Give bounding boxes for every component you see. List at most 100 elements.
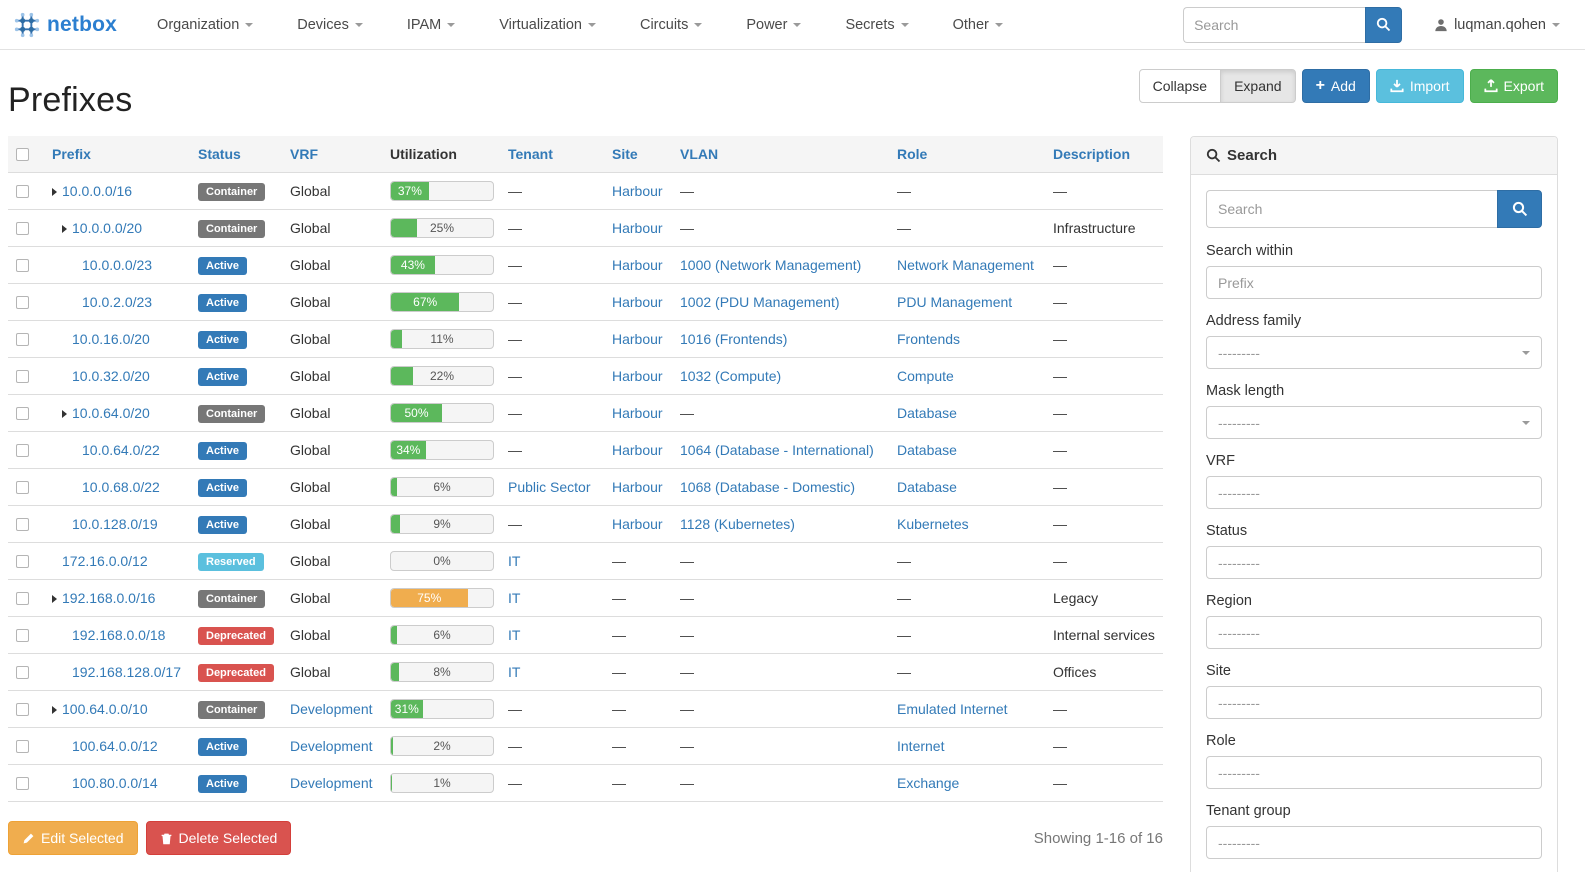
- prefix-link[interactable]: 10.0.128.0/19: [72, 516, 158, 532]
- role-link[interactable]: Internet: [897, 738, 945, 754]
- prefix-link[interactable]: 10.0.0.0/23: [82, 257, 153, 273]
- site-link[interactable]: Harbour: [612, 479, 663, 495]
- column-header-status[interactable]: Status: [190, 136, 282, 173]
- site-link[interactable]: Harbour: [612, 405, 663, 421]
- prefix-link[interactable]: 10.0.68.0/22: [82, 479, 160, 495]
- row-checkbox[interactable]: [16, 443, 29, 457]
- vlan-link[interactable]: 1064 (Database - International): [680, 442, 874, 458]
- row-checkbox[interactable]: [16, 517, 29, 531]
- prefix-link[interactable]: 10.0.0.0/20: [72, 220, 143, 236]
- row-checkbox[interactable]: [16, 369, 29, 383]
- role-link[interactable]: Network Management: [897, 257, 1034, 273]
- filter-mask-length-select[interactable]: ---------: [1206, 406, 1542, 439]
- prefix-link[interactable]: 10.0.0.0/16: [62, 183, 133, 199]
- row-checkbox[interactable]: [16, 702, 29, 716]
- role-link[interactable]: Kubernetes: [897, 516, 969, 532]
- export-button[interactable]: Export: [1469, 69, 1558, 103]
- filter-tenant-group-select[interactable]: ---------: [1206, 826, 1542, 859]
- row-checkbox[interactable]: [16, 665, 29, 679]
- role-link[interactable]: Exchange: [897, 775, 960, 791]
- delete-selected-button[interactable]: Delete Selected: [145, 821, 292, 855]
- filter-vrf-select[interactable]: ---------: [1206, 476, 1542, 509]
- site-link[interactable]: Harbour: [612, 294, 663, 310]
- prefix-link[interactable]: 192.168.0.0/16: [62, 590, 156, 606]
- nav-item-ipam[interactable]: IPAM: [407, 17, 456, 33]
- column-header-vrf[interactable]: VRF: [282, 136, 382, 173]
- site-link[interactable]: Harbour: [612, 331, 663, 347]
- site-link[interactable]: Harbour: [612, 257, 663, 273]
- user-menu[interactable]: luqman.qohen: [1434, 17, 1560, 33]
- prefix-link[interactable]: 10.0.16.0/20: [72, 331, 150, 347]
- row-checkbox[interactable]: [16, 554, 29, 568]
- filter-site-select[interactable]: ---------: [1206, 686, 1542, 719]
- filter-address-family-select[interactable]: ---------: [1206, 336, 1542, 369]
- filter-search-within-input[interactable]: [1206, 266, 1542, 299]
- tenant-link[interactable]: Public Sector: [508, 479, 591, 495]
- netbox-logo[interactable]: netbox: [14, 12, 117, 38]
- prefix-link[interactable]: 192.168.128.0/17: [72, 664, 181, 680]
- tenant-link[interactable]: IT: [508, 664, 521, 680]
- site-link[interactable]: Harbour: [612, 516, 663, 532]
- prefix-link[interactable]: 10.0.64.0/20: [72, 405, 150, 421]
- row-checkbox[interactable]: [16, 221, 29, 235]
- row-checkbox[interactable]: [16, 184, 29, 198]
- role-link[interactable]: Database: [897, 479, 957, 495]
- column-header-description[interactable]: Description: [1045, 136, 1163, 173]
- vrf-link[interactable]: Development: [290, 738, 373, 754]
- prefix-link[interactable]: 10.0.32.0/20: [72, 368, 150, 384]
- vlan-link[interactable]: 1000 (Network Management): [680, 257, 862, 273]
- column-header-vlan[interactable]: VLAN: [672, 136, 889, 173]
- vrf-link[interactable]: Development: [290, 775, 373, 791]
- nav-item-power[interactable]: Power: [746, 17, 802, 33]
- prefix-link[interactable]: 100.64.0.0/10: [62, 701, 148, 717]
- column-header-role[interactable]: Role: [889, 136, 1045, 173]
- global-search-input[interactable]: [1183, 6, 1366, 43]
- row-checkbox[interactable]: [16, 295, 29, 309]
- nav-item-secrets[interactable]: Secrets: [845, 17, 909, 33]
- expand-button[interactable]: Expand: [1220, 69, 1296, 103]
- global-search-button[interactable]: [1365, 6, 1403, 43]
- collapse-button[interactable]: Collapse: [1138, 69, 1222, 103]
- row-checkbox[interactable]: [16, 776, 29, 790]
- filter-search-button[interactable]: [1497, 190, 1542, 228]
- site-link[interactable]: Harbour: [612, 183, 663, 199]
- nav-item-organization[interactable]: Organization: [157, 17, 254, 33]
- row-checkbox[interactable]: [16, 739, 29, 753]
- tenant-link[interactable]: IT: [508, 553, 521, 569]
- nav-item-circuits[interactable]: Circuits: [640, 17, 703, 33]
- role-link[interactable]: Database: [897, 405, 957, 421]
- role-link[interactable]: Frontends: [897, 331, 961, 347]
- vrf-link[interactable]: Development: [290, 701, 373, 717]
- import-button[interactable]: Import: [1375, 69, 1464, 103]
- column-header-site[interactable]: Site: [604, 136, 672, 173]
- nav-item-devices[interactable]: Devices: [297, 17, 363, 33]
- filter-search-input[interactable]: [1206, 190, 1497, 228]
- tenant-link[interactable]: IT: [508, 627, 521, 643]
- nav-item-other[interactable]: Other: [953, 17, 1003, 33]
- select-all-checkbox[interactable]: [16, 147, 29, 161]
- row-checkbox[interactable]: [16, 332, 29, 346]
- vlan-link[interactable]: 1068 (Database - Domestic): [680, 479, 856, 495]
- column-header-tenant[interactable]: Tenant: [500, 136, 604, 173]
- site-link[interactable]: Harbour: [612, 220, 663, 236]
- row-checkbox[interactable]: [16, 258, 29, 272]
- row-checkbox[interactable]: [16, 628, 29, 642]
- column-header-prefix[interactable]: Prefix: [44, 136, 190, 173]
- tenant-link[interactable]: IT: [508, 590, 521, 606]
- site-link[interactable]: Harbour: [612, 442, 663, 458]
- nav-item-virtualization[interactable]: Virtualization: [499, 17, 596, 33]
- site-link[interactable]: Harbour: [612, 368, 663, 384]
- filter-status-select[interactable]: ---------: [1206, 546, 1542, 579]
- role-link[interactable]: Database: [897, 442, 957, 458]
- edit-selected-button[interactable]: Edit Selected: [8, 821, 138, 855]
- prefix-link[interactable]: 10.0.2.0/23: [82, 294, 153, 310]
- role-link[interactable]: Compute: [897, 368, 954, 384]
- prefix-link[interactable]: 172.16.0.0/12: [62, 553, 148, 569]
- vlan-link[interactable]: 1128 (Kubernetes): [680, 516, 795, 532]
- row-checkbox[interactable]: [16, 406, 29, 420]
- vlan-link[interactable]: 1032 (Compute): [680, 368, 782, 384]
- row-checkbox[interactable]: [16, 480, 29, 494]
- row-checkbox[interactable]: [16, 591, 29, 605]
- role-link[interactable]: PDU Management: [897, 294, 1013, 310]
- prefix-link[interactable]: 100.64.0.0/12: [72, 738, 158, 754]
